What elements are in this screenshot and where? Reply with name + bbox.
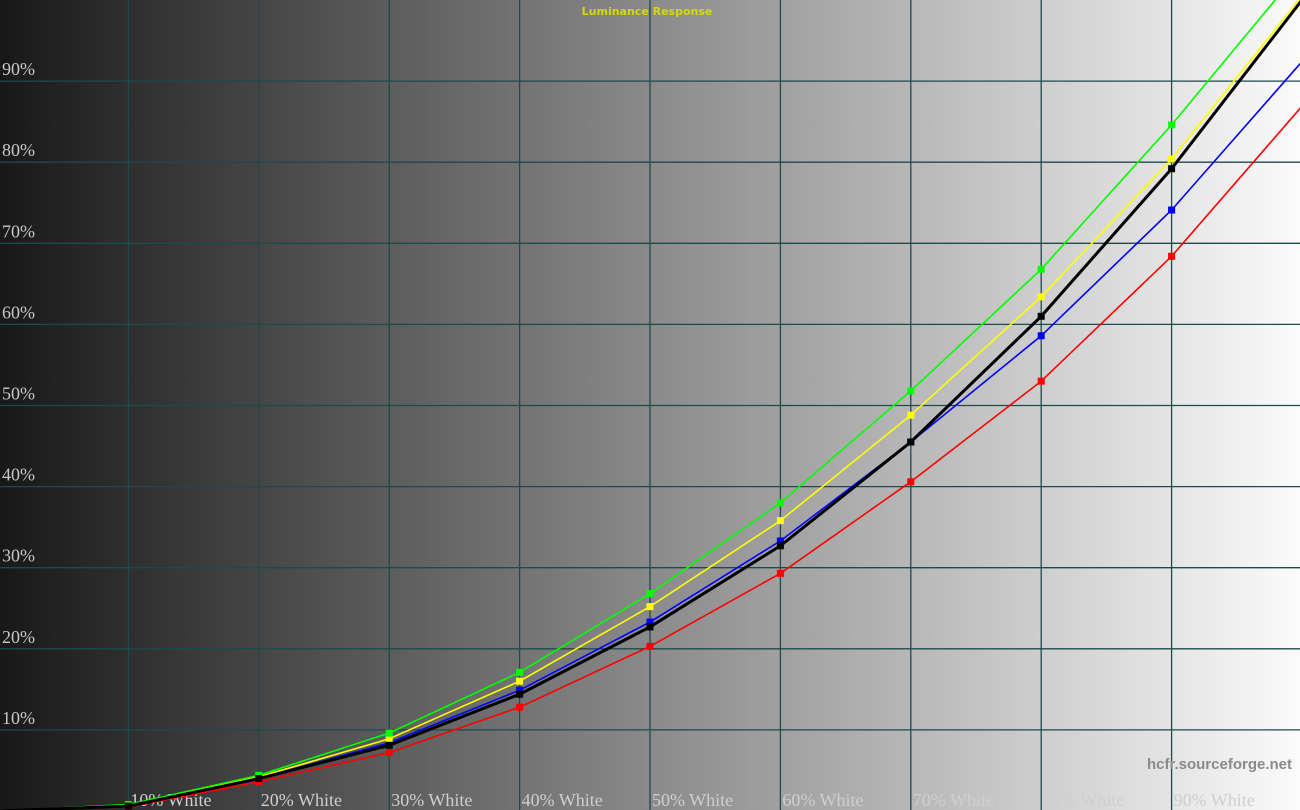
data-point (516, 690, 524, 698)
data-point (385, 741, 393, 749)
data-point (907, 438, 915, 446)
data-point (1168, 252, 1176, 260)
data-point (776, 517, 784, 525)
y-tick-label: 70% (2, 221, 35, 241)
data-point (776, 542, 784, 550)
data-point (1037, 332, 1045, 340)
data-point (1037, 265, 1045, 273)
data-point (646, 590, 654, 598)
y-tick-label: 40% (2, 465, 35, 485)
x-axis-ticks: 10% White 20% White 30% White 40% White 50% … (130, 790, 1254, 810)
data-point (255, 775, 263, 783)
y-tick-label: 60% (2, 302, 35, 322)
data-point (646, 618, 654, 626)
data-point (1168, 165, 1176, 173)
data-point (124, 802, 132, 810)
x-tick-label: 40% White (522, 790, 603, 810)
data-point (776, 537, 784, 545)
data-point (776, 499, 784, 507)
data-point (516, 686, 524, 694)
data-point (516, 677, 524, 685)
y-tick-label: 90% (2, 59, 35, 79)
x-tick-label: 20% White (261, 790, 342, 810)
x-tick-label: 30% White (391, 790, 472, 810)
chart-title: Luminance Response (582, 5, 713, 18)
data-point (516, 668, 524, 676)
data-point (516, 703, 524, 711)
data-point (907, 411, 915, 419)
data-point (907, 478, 915, 486)
data-point (1037, 293, 1045, 301)
x-tick-label: 60% White (782, 790, 863, 810)
data-point (907, 387, 915, 395)
x-tick-label: 90% White (1174, 790, 1255, 810)
data-point (1037, 312, 1045, 320)
data-point (385, 729, 393, 737)
data-point (1037, 377, 1045, 385)
data-point (1168, 155, 1176, 163)
watermark: hcfr.sourceforge.net (1147, 756, 1292, 773)
x-tick-label: 70% White (913, 790, 994, 810)
y-tick-label: 80% (2, 140, 35, 160)
data-point (776, 569, 784, 577)
x-tick-label: 80% White (1043, 790, 1124, 810)
y-tick-label: 20% (2, 627, 35, 647)
data-point (1168, 206, 1176, 214)
data-point (646, 642, 654, 650)
y-tick-label: 10% (2, 708, 35, 728)
data-point (646, 623, 654, 631)
y-tick-label: 30% (2, 546, 35, 566)
y-axis-ticks: 10% 20% 30% 40% 50% 60% 70% 80% 90% (2, 59, 35, 728)
data-point (646, 603, 654, 611)
y-tick-label: 50% (2, 384, 35, 404)
data-point (1168, 121, 1176, 129)
x-tick-label: 50% White (652, 790, 733, 810)
data-point (385, 735, 393, 743)
data-point (385, 749, 393, 757)
